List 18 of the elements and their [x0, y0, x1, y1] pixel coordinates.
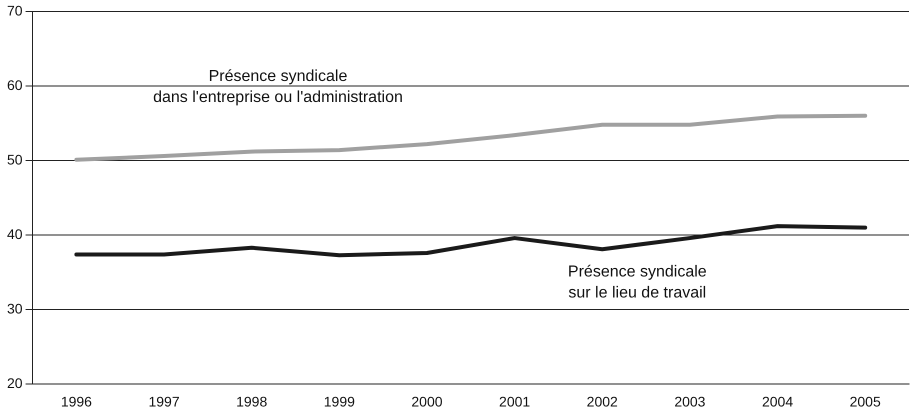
y-tick-label: 50	[6, 151, 23, 168]
x-tick-label: 1998	[236, 393, 268, 410]
series-label: Présence syndicale sur le lieu de travail	[568, 264, 707, 302]
y-tick-label: 70	[6, 2, 23, 18]
x-tick-label: 2005	[850, 393, 881, 410]
y-tick-label: 40	[6, 226, 23, 242]
y-tick-label: 60	[6, 76, 23, 93]
y-tick-label: 30	[6, 300, 23, 316]
y-tick-label: 20	[6, 375, 23, 392]
x-tick-label: 1999	[324, 393, 356, 410]
x-tick-label: 1997	[148, 393, 180, 410]
x-tick-label: 2002	[586, 393, 618, 410]
x-tick-label: 2004	[762, 393, 794, 410]
x-tick-label: 2001	[499, 393, 530, 410]
text: Présence syndicale dans l'entreprise ou l'administration	[153, 68, 403, 106]
x-tick-label: 1996	[60, 393, 92, 410]
x-tick-label: 2003	[674, 393, 706, 410]
x-tick-label: 2000	[411, 393, 443, 410]
